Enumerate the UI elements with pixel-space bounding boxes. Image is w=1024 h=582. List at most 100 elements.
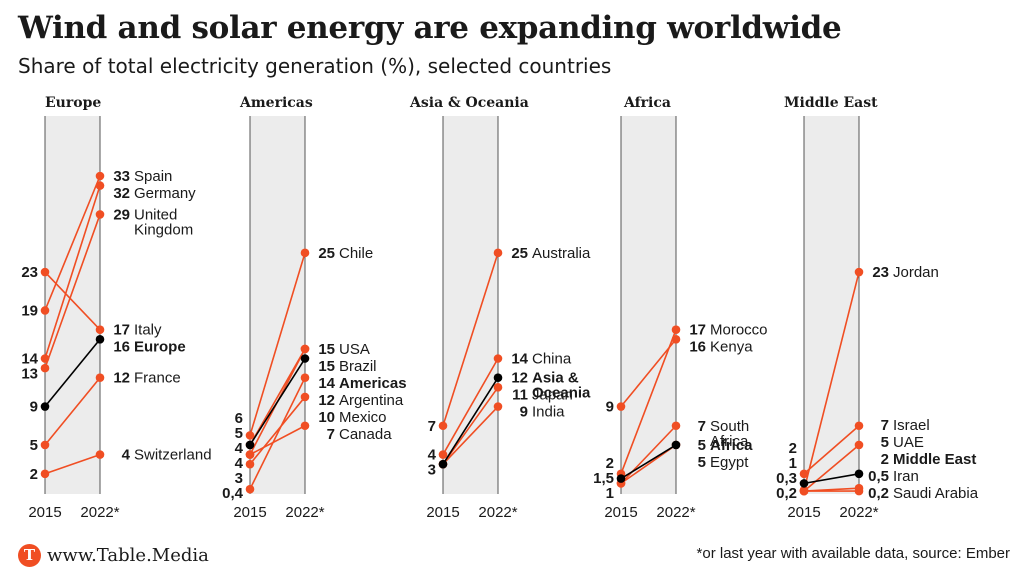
- end-name-australia: Australia: [532, 245, 591, 262]
- series-line-chile: [249, 252, 306, 436]
- end-value-middle-east: 2: [881, 451, 889, 468]
- series-line-india: [442, 405, 499, 465]
- start-label-middle-east: 1: [789, 455, 797, 472]
- start-label-israel: 2: [789, 440, 797, 457]
- end-name-americas: Americas: [339, 375, 407, 392]
- point-start-israel: [799, 469, 809, 479]
- end-value-chile: 25: [318, 245, 335, 262]
- point-start-italy: [40, 267, 50, 277]
- start-label-europe: 9: [30, 399, 38, 416]
- start-label-spain: 19: [21, 302, 38, 319]
- point-end-mexico: [300, 392, 310, 402]
- brand: T www.Table.Media: [18, 542, 209, 568]
- chart-title: Wind and solar energy are expanding worl…: [18, 10, 842, 46]
- source-footnote: *or last year with available data, sourc…: [696, 545, 1010, 562]
- point-end-chile: [300, 248, 310, 258]
- point-start-switzerland: [40, 469, 50, 479]
- end-value-germany: 32: [113, 185, 130, 202]
- x-tick-label: 2022*: [839, 504, 878, 521]
- point-end-france: [95, 373, 105, 383]
- point-start-asia-oceania: [438, 459, 448, 469]
- start-label-canada: 4: [235, 455, 244, 472]
- point-end-canada: [300, 421, 310, 431]
- end-name-kenya: Kenya: [710, 339, 753, 356]
- start-label-chile: 6: [235, 410, 243, 427]
- point-end-australia: [493, 248, 503, 258]
- point-end-japan: [493, 383, 503, 392]
- brand-url: www.Table.Media: [47, 544, 209, 566]
- point-start-americas: [245, 440, 255, 450]
- series-line-france: [44, 377, 101, 446]
- point-end-morocco: [671, 325, 681, 334]
- end-value-mexico: 10: [318, 409, 335, 426]
- series-line-italy: [44, 271, 101, 331]
- end-name-france: France: [134, 370, 181, 387]
- end-value-uae: 5: [881, 434, 889, 451]
- point-start-europe: [40, 402, 50, 411]
- end-value-israel: 7: [881, 417, 889, 434]
- point-start-saudi-arabia: [799, 486, 809, 496]
- start-label-africa: 1,5: [593, 470, 614, 487]
- panel-band: [443, 116, 498, 494]
- start-label-asia-oceania: 3: [428, 462, 436, 479]
- start-label-italy: 23: [21, 264, 38, 281]
- end-name-china: China: [532, 351, 572, 368]
- end-name-india: India: [532, 404, 565, 421]
- point-start-chile: [245, 431, 255, 440]
- x-tick-label: 2015: [604, 504, 637, 521]
- end-value-usa: 15: [318, 341, 335, 358]
- start-label-kenya: 9: [606, 399, 614, 416]
- start-label-brazil: 4: [235, 440, 244, 457]
- end-name-japan: Japan: [532, 387, 573, 404]
- end-name-canada: Canada: [339, 426, 392, 443]
- end-name-uae: UAE: [893, 434, 924, 451]
- point-end-south-africa: [671, 421, 681, 431]
- point-end-united-kingdom: [95, 210, 105, 219]
- series-line-germany: [44, 185, 101, 359]
- panel-title: Middle East: [784, 95, 878, 111]
- series-line-china: [442, 358, 499, 455]
- series-line-americas: [249, 358, 306, 446]
- end-name-jordan: Jordan: [893, 264, 939, 281]
- series-line-argentina: [249, 377, 306, 490]
- panel-band: [45, 116, 100, 494]
- end-value-switzerland: 4: [122, 447, 131, 464]
- x-tick-label: 2015: [28, 504, 61, 521]
- point-start-china: [438, 450, 448, 459]
- end-name-saudi-arabia: Saudi Arabia: [893, 485, 979, 502]
- end-value-jordan: 23: [872, 264, 889, 281]
- point-start-argentina: [245, 484, 255, 494]
- end-value-united-kingdom: 29: [113, 206, 130, 223]
- point-start-middle-east: [799, 479, 809, 488]
- x-tick-label: 2015: [426, 504, 459, 521]
- end-value-south-africa: 7: [698, 418, 706, 435]
- end-name-germany: Germany: [134, 185, 196, 202]
- point-end-india: [493, 402, 503, 411]
- panel-asia-oceania: Asia & Oceania 2015 2022* 7 43 25 Australia 14 C…: [409, 95, 591, 521]
- point-end-israel: [854, 421, 864, 431]
- series-line-mexico: [249, 396, 306, 465]
- point-start-mexico: [245, 459, 255, 469]
- panel-band: [621, 116, 676, 494]
- point-end-china: [493, 354, 503, 363]
- series-line-kenya: [620, 338, 677, 408]
- end-name-switzerland: Switzerland: [134, 447, 212, 464]
- series-line-uae: [803, 444, 860, 492]
- end-name-spain: Spain: [134, 168, 172, 185]
- series-line-europe: [44, 338, 101, 408]
- panel-title: Asia & Oceania: [409, 95, 529, 111]
- point-end-europe: [95, 335, 105, 344]
- x-tick-label: 2015: [233, 504, 266, 521]
- point-start-africa: [616, 474, 626, 483]
- series-line-morocco: [620, 329, 677, 475]
- end-name-asia-oceania: Asia & Oceania: [532, 370, 591, 402]
- end-name-israel: Israel: [893, 417, 930, 434]
- series-line-canada: [249, 425, 306, 456]
- point-start-kenya: [616, 402, 626, 411]
- end-name-europe: Europe: [134, 339, 186, 356]
- end-name-middle-east: Middle East: [893, 451, 976, 468]
- point-start-canada: [245, 450, 255, 459]
- end-name-usa: USA: [339, 341, 370, 358]
